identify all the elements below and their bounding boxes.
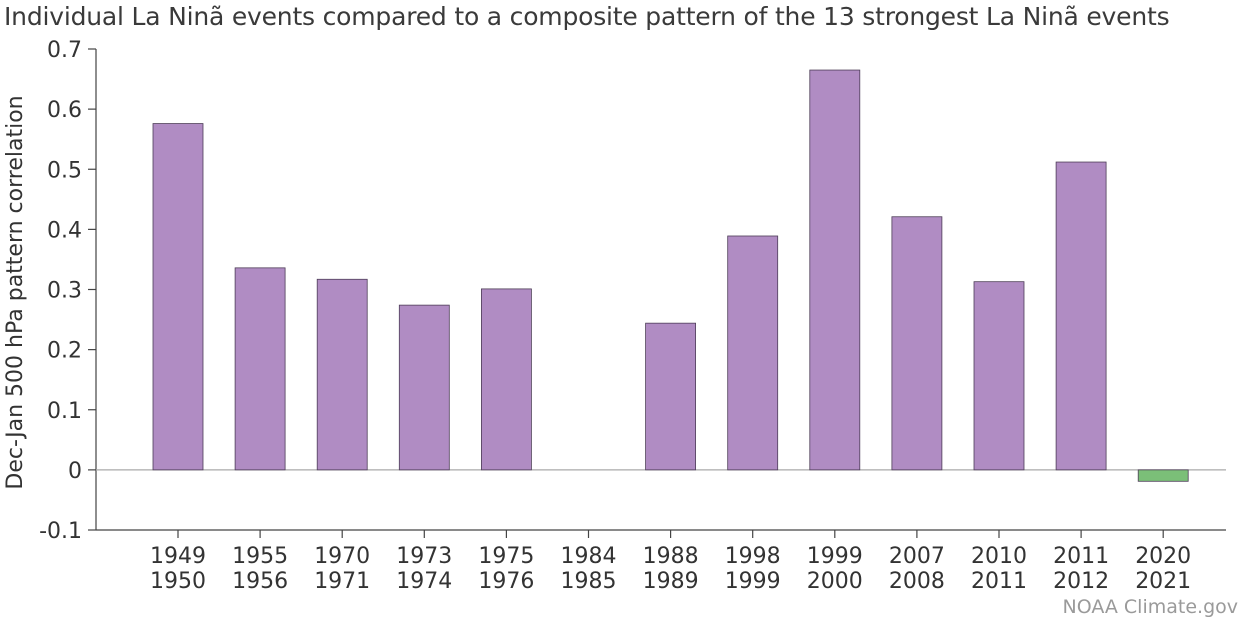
x-tick-label: 2011 xyxy=(971,569,1027,594)
x-tick-label: 1971 xyxy=(314,569,370,594)
source-credit: NOAA Climate.gov xyxy=(1062,596,1238,618)
bar xyxy=(152,123,204,471)
x-tick-label: 1955 xyxy=(232,544,288,569)
y-axis-label: Dec-Jan 500 hPa pattern correlation xyxy=(3,95,28,489)
y-tick-label: 0.6 xyxy=(47,98,82,123)
bar xyxy=(973,281,1025,471)
x-tick-label: 1975 xyxy=(478,544,534,569)
y-tick-label: 0 xyxy=(68,459,82,484)
bar xyxy=(398,304,450,471)
y-tick-label: 0.5 xyxy=(47,158,82,183)
x-tick-label: 1985 xyxy=(561,569,617,594)
y-tick-label: 0.3 xyxy=(47,279,82,304)
bar xyxy=(809,69,861,471)
x-tick-label: 1989 xyxy=(643,569,699,594)
x-tick-label: 1998 xyxy=(725,544,781,569)
bar xyxy=(234,267,286,471)
x-tick-label: 1974 xyxy=(396,569,452,594)
x-tick-label: 1999 xyxy=(807,544,863,569)
y-tick-label: 0.2 xyxy=(47,339,82,364)
chart-title: Individual La Ninã events compared to a … xyxy=(4,2,1170,31)
x-tick-label: 1950 xyxy=(150,569,206,594)
x-tick-label: 2010 xyxy=(971,544,1027,569)
y-tick-label: 0.4 xyxy=(47,218,82,243)
y-tick-label: 0.1 xyxy=(47,399,82,424)
x-tick-label: 1999 xyxy=(725,569,781,594)
x-tick-label: 1970 xyxy=(314,544,370,569)
bar xyxy=(316,278,368,471)
y-tick-label: -0.1 xyxy=(39,519,82,544)
x-tick-label: 2021 xyxy=(1135,569,1191,594)
x-tick-label: 2012 xyxy=(1053,569,1109,594)
bar xyxy=(480,288,532,471)
x-tick-label: 1949 xyxy=(150,544,206,569)
x-tick-label: 2007 xyxy=(889,544,945,569)
x-tick-label: 1976 xyxy=(478,569,534,594)
x-tick-label: 1984 xyxy=(561,544,617,569)
bar xyxy=(645,322,696,471)
x-tick-label: 1973 xyxy=(396,544,452,569)
x-tick-label: 2020 xyxy=(1135,544,1191,569)
bar xyxy=(1137,469,1189,482)
x-tick-label: 2000 xyxy=(807,569,863,594)
x-tick-label: 2008 xyxy=(889,569,945,594)
x-tick-label: 2011 xyxy=(1053,544,1109,569)
x-tick-label: 1956 xyxy=(232,569,288,594)
bar xyxy=(727,235,779,471)
x-tick-label: 1988 xyxy=(643,544,699,569)
bar xyxy=(891,216,943,471)
y-tick-label: 0.7 xyxy=(47,38,82,63)
bar xyxy=(1055,161,1107,471)
